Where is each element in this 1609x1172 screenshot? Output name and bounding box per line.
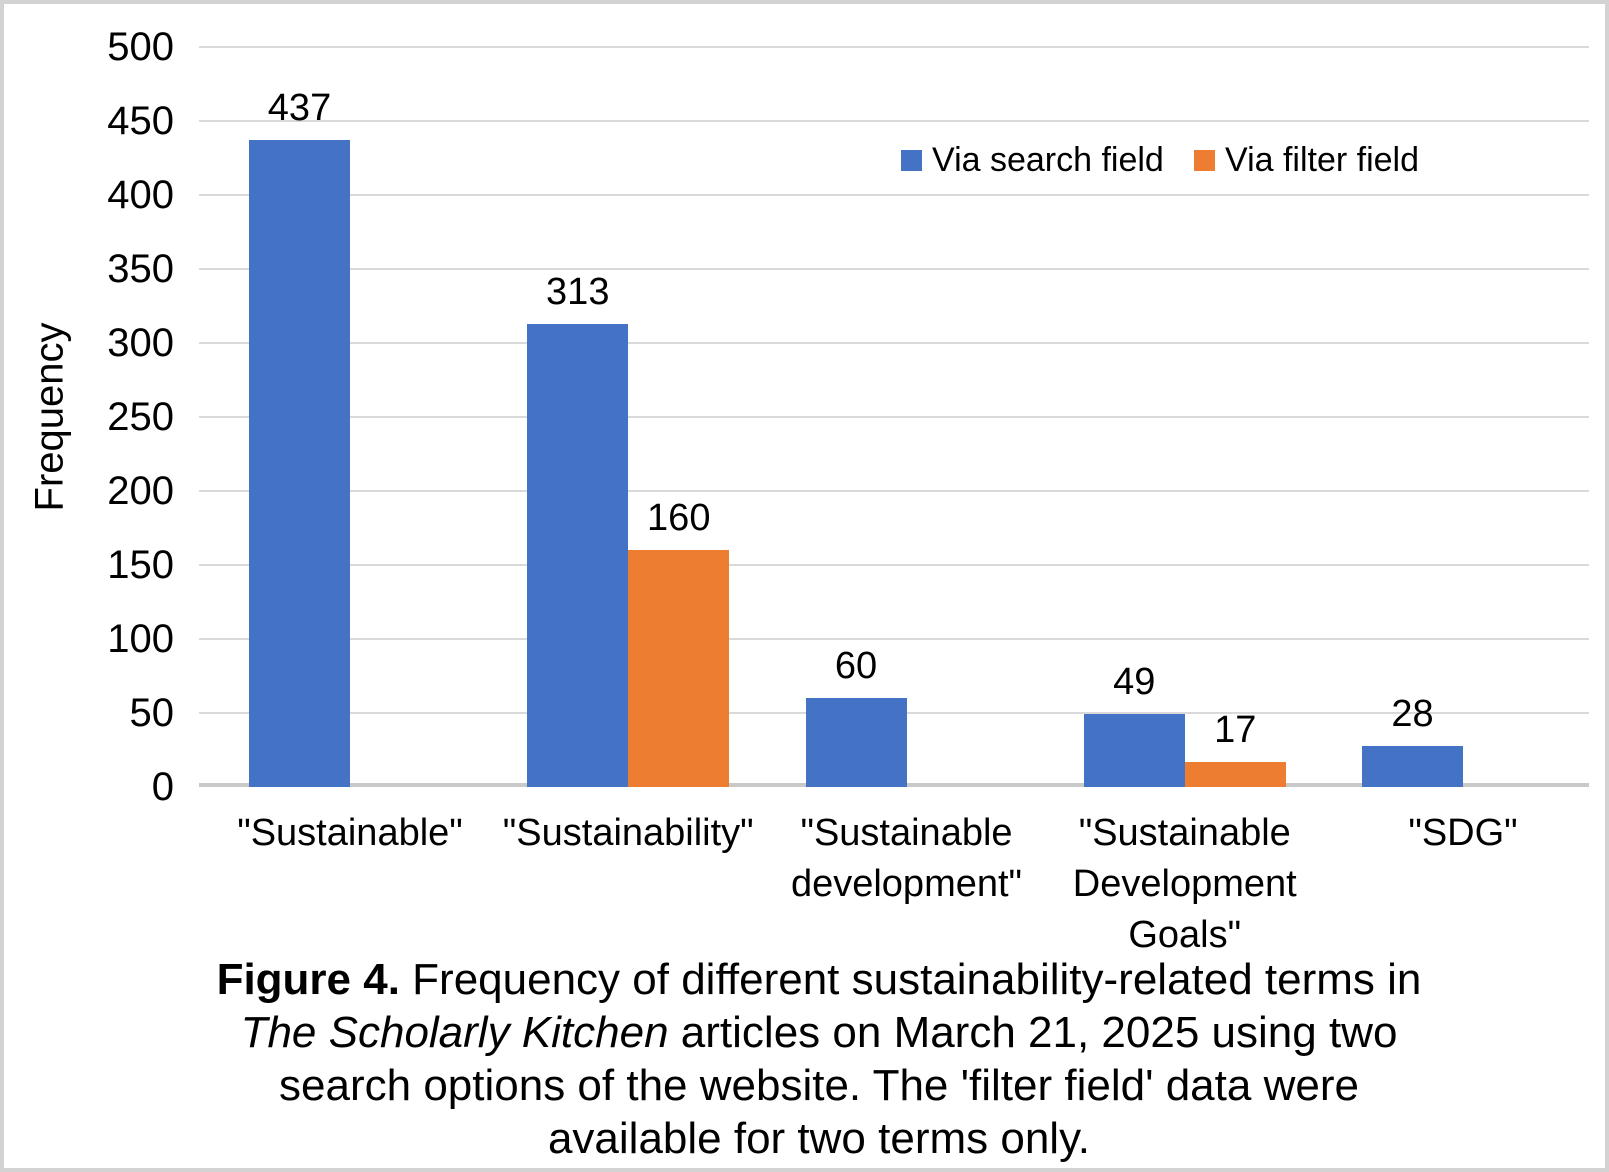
- bar-via-search-field: [1083, 714, 1185, 787]
- bar-via-search-field: [527, 323, 629, 787]
- bar-value-label: 60: [834, 645, 878, 688]
- y-tick-label: 500: [107, 25, 174, 69]
- y-tick-label: 100: [107, 617, 174, 661]
- legend-item-via-search-field: Via search field: [901, 140, 1164, 180]
- bar-value-label: 49: [1113, 661, 1156, 704]
- bar-value-label: 28: [1391, 692, 1434, 735]
- gridline: [199, 268, 1589, 270]
- caption-segment: articles on March 21, 2025 using two: [668, 1008, 1398, 1057]
- caption-segment: The Scholarly Kitchen: [240, 1008, 669, 1057]
- gridline: [199, 490, 1589, 492]
- bar-value-label: 160: [647, 497, 711, 540]
- category-label: "SDG": [1408, 812, 1518, 854]
- caption-line: available for two terms only.: [194, 1112, 1444, 1165]
- y-tick-label: 250: [107, 395, 174, 439]
- gridline: [199, 120, 1589, 122]
- category-label: "Sustainable development": [790, 812, 1023, 905]
- caption-line: search options of the website. The 'filt…: [194, 1059, 1444, 1112]
- y-tick-label: 350: [107, 247, 174, 291]
- legend-label-via-filter-field: Via filter field: [1225, 141, 1420, 179]
- y-tick-label: 450: [107, 99, 174, 143]
- y-tick-label: 400: [107, 173, 174, 217]
- gridline: [199, 194, 1589, 196]
- caption-segment: search options of the website. The 'filt…: [279, 1061, 1359, 1110]
- legend-swatch-via-search-field: [901, 149, 922, 171]
- category-label: "Sustainable": [237, 812, 463, 854]
- caption-segment: Frequency of different sustainability-re…: [399, 955, 1422, 1004]
- y-tick-label: 50: [129, 691, 175, 735]
- y-tick-label: 300: [107, 321, 174, 365]
- gridline: [199, 638, 1589, 640]
- y-tick-label: 150: [107, 543, 174, 587]
- y-tick-label: 200: [107, 469, 174, 513]
- bar-value-label: 437: [267, 87, 332, 130]
- caption-line: The Scholarly Kitchen articles on March …: [194, 1006, 1444, 1059]
- figure-caption: Figure 4. Frequency of different sustain…: [194, 953, 1444, 1165]
- gridline: [199, 564, 1589, 566]
- gridline: [199, 342, 1589, 344]
- bar-value-label: 313: [546, 270, 610, 313]
- y-axis-title: Frequency: [27, 322, 72, 512]
- legend-swatch-via-filter-field: [1194, 149, 1215, 171]
- legend-item-via-filter-field: Via filter field: [1194, 140, 1419, 180]
- bar-via-search-field: [1362, 745, 1463, 787]
- legend-label-via-search-field: Via search field: [932, 141, 1164, 179]
- caption-segment: available for two terms only.: [547, 1114, 1091, 1163]
- bar-via-filter-field: [1184, 761, 1286, 787]
- gridline: [199, 416, 1589, 418]
- caption-line: Figure 4. Frequency of different sustain…: [194, 953, 1444, 1006]
- caption-segment: Figure 4.: [216, 955, 400, 1004]
- bar-via-search-field: [249, 140, 350, 787]
- bar-via-filter-field: [628, 550, 730, 787]
- bar-value-label: 17: [1214, 708, 1257, 751]
- category-label: "Sustainable Development Goals": [1072, 812, 1297, 956]
- category-label: "Sustainability": [502, 812, 754, 854]
- gridline: [199, 46, 1589, 48]
- y-tick-label: 0: [151, 765, 174, 809]
- bar-via-search-field: [805, 698, 907, 787]
